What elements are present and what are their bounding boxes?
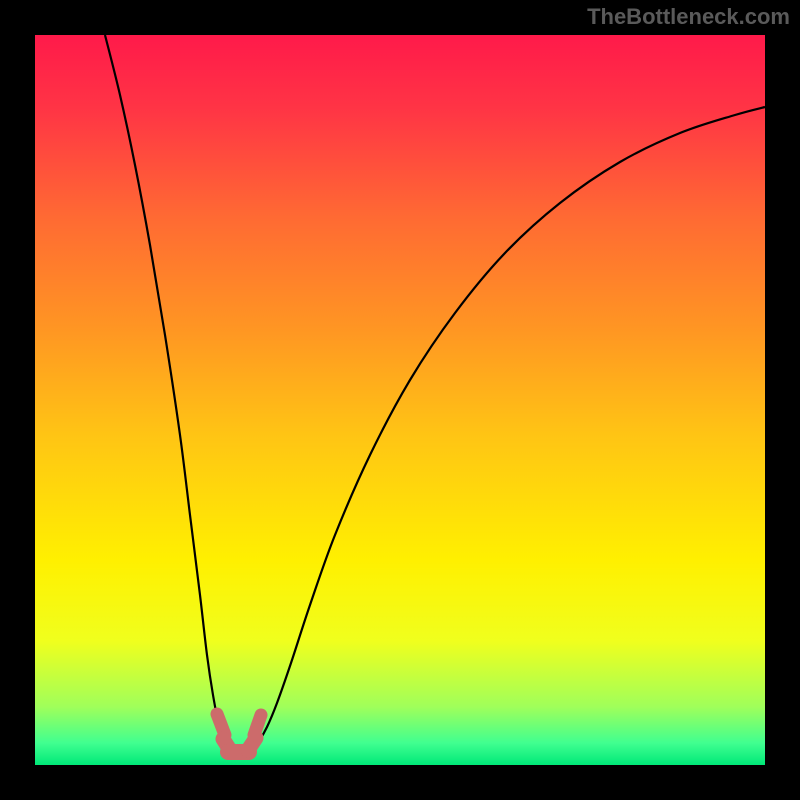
bottom-marker-group [217, 714, 261, 752]
curve-layer [35, 35, 765, 765]
bottleneck-curve [105, 35, 765, 752]
watermark-text: TheBottleneck.com [587, 4, 790, 30]
chart-canvas: TheBottleneck.com [0, 0, 800, 800]
bottom-marker-segment [254, 715, 261, 735]
plot-area [35, 35, 765, 765]
